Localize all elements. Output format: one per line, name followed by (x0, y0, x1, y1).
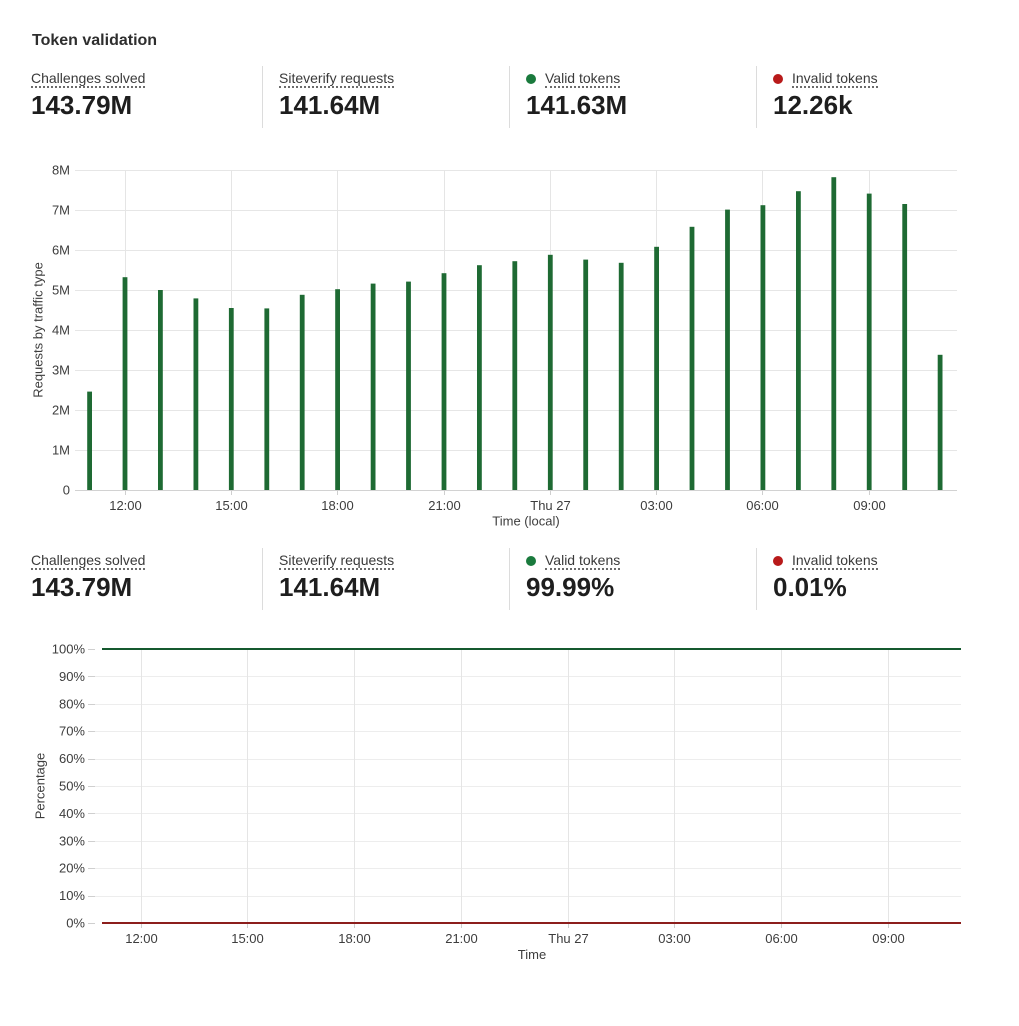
svg-text:Time (local): Time (local) (492, 514, 559, 529)
svg-text:12:00: 12:00 (109, 498, 142, 513)
svg-text:5M: 5M (52, 283, 70, 298)
svg-text:90%: 90% (59, 669, 85, 684)
svg-text:21:00: 21:00 (445, 931, 478, 946)
svg-text:15:00: 15:00 (231, 931, 264, 946)
svg-text:0: 0 (63, 483, 70, 498)
svg-text:1M: 1M (52, 443, 70, 458)
svg-text:12:00: 12:00 (125, 931, 158, 946)
svg-text:21:00: 21:00 (428, 498, 461, 513)
svg-text:100%: 100% (52, 642, 86, 657)
svg-text:40%: 40% (59, 806, 85, 821)
svg-text:06:00: 06:00 (746, 498, 779, 513)
svg-text:Thu 27: Thu 27 (548, 931, 588, 946)
svg-text:20%: 20% (59, 861, 85, 876)
svg-text:09:00: 09:00 (853, 498, 886, 513)
svg-text:50%: 50% (59, 779, 85, 794)
svg-text:2M: 2M (52, 403, 70, 418)
svg-text:6M: 6M (52, 243, 70, 258)
svg-text:3M: 3M (52, 363, 70, 378)
svg-text:60%: 60% (59, 751, 85, 766)
svg-text:10%: 10% (59, 888, 85, 903)
svg-text:30%: 30% (59, 833, 85, 848)
svg-text:06:00: 06:00 (765, 931, 798, 946)
svg-text:Time: Time (518, 947, 546, 962)
svg-text:18:00: 18:00 (338, 931, 371, 946)
svg-text:4M: 4M (52, 323, 70, 338)
svg-text:Requests by traffic type: Requests by traffic type (31, 262, 46, 398)
svg-text:03:00: 03:00 (658, 931, 691, 946)
svg-text:09:00: 09:00 (872, 931, 905, 946)
svg-text:Thu 27: Thu 27 (530, 498, 570, 513)
svg-text:80%: 80% (59, 696, 85, 711)
svg-text:7M: 7M (52, 203, 70, 218)
svg-text:03:00: 03:00 (640, 498, 673, 513)
svg-text:0%: 0% (66, 916, 85, 931)
svg-text:18:00: 18:00 (321, 498, 354, 513)
svg-text:15:00: 15:00 (215, 498, 248, 513)
svg-text:Percentage: Percentage (33, 753, 48, 820)
svg-text:70%: 70% (59, 724, 85, 739)
svg-text:8M: 8M (52, 163, 70, 178)
